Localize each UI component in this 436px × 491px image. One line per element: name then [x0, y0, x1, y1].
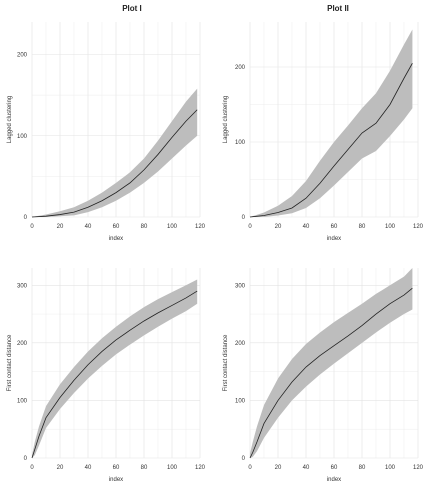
y-tick-label: 100 [17, 134, 28, 140]
confidence-band-3 [32, 279, 198, 458]
y-tick-label: 0 [24, 456, 28, 462]
x-tick-label: 100 [167, 224, 178, 230]
y-tick-label: 200 [235, 65, 246, 71]
confidence-band-2 [250, 29, 413, 217]
y-tick-label: 300 [235, 283, 246, 289]
x-axis-label: index [109, 477, 123, 483]
y-axis-label: First contact distance [7, 334, 13, 391]
x-tick-label: 60 [113, 224, 120, 230]
x-tick-label: 20 [275, 465, 282, 471]
plot-2-title: Plot II [327, 4, 349, 13]
x-tick-label: 40 [85, 224, 92, 230]
x-tick-label: 20 [57, 465, 64, 471]
x-tick-label: 40 [303, 465, 310, 471]
y-tick-label: 200 [17, 53, 28, 59]
y-tick-label: 200 [17, 341, 28, 347]
confidence-band-1 [32, 88, 198, 217]
x-tick-label: 100 [385, 224, 396, 230]
y-tick-label: 200 [235, 341, 246, 347]
x-tick-label: 80 [141, 465, 148, 471]
y-axis-label: Lagged clustering [223, 96, 229, 143]
x-tick-label: 0 [30, 465, 34, 471]
series-line-3 [31, 290, 198, 459]
y-tick-label: 100 [17, 398, 28, 404]
x-tick-label: 120 [195, 224, 206, 230]
y-tick-label: 0 [242, 215, 246, 221]
x-tick-label: 80 [359, 224, 366, 230]
x-axis-label: index [327, 236, 341, 242]
x-tick-label: 100 [385, 465, 396, 471]
series-line-2 [249, 63, 413, 218]
x-tick-label: 120 [195, 465, 206, 471]
x-tick-label: 120 [413, 465, 424, 471]
x-tick-label: 60 [331, 224, 338, 230]
series-line-4 [249, 287, 413, 459]
y-tick-label: 0 [242, 456, 246, 462]
confidence-band-4 [250, 268, 413, 458]
x-tick-label: 100 [167, 465, 178, 471]
x-tick-label: 0 [248, 224, 252, 230]
series-line-1 [31, 109, 198, 218]
x-axis-label: index [327, 477, 341, 483]
y-tick-label: 100 [235, 398, 246, 404]
y-axis-label: Lagged clustering [7, 96, 13, 143]
x-tick-label: 40 [303, 224, 310, 230]
y-tick-label: 0 [24, 215, 28, 221]
y-tick-label: 100 [235, 140, 246, 146]
x-tick-label: 60 [331, 465, 338, 471]
x-tick-label: 120 [413, 224, 424, 230]
x-tick-label: 0 [248, 465, 252, 471]
x-tick-label: 40 [85, 465, 92, 471]
x-tick-label: 20 [57, 224, 64, 230]
x-tick-label: 60 [113, 465, 120, 471]
x-axis-label: index [109, 236, 123, 242]
x-tick-label: 0 [30, 224, 34, 230]
plot-1-title: Plot I [122, 4, 142, 13]
x-tick-label: 80 [359, 465, 366, 471]
y-tick-label: 300 [17, 283, 28, 289]
y-axis-label: First contact distance [223, 334, 229, 391]
x-tick-label: 20 [275, 224, 282, 230]
x-tick-label: 80 [141, 224, 148, 230]
